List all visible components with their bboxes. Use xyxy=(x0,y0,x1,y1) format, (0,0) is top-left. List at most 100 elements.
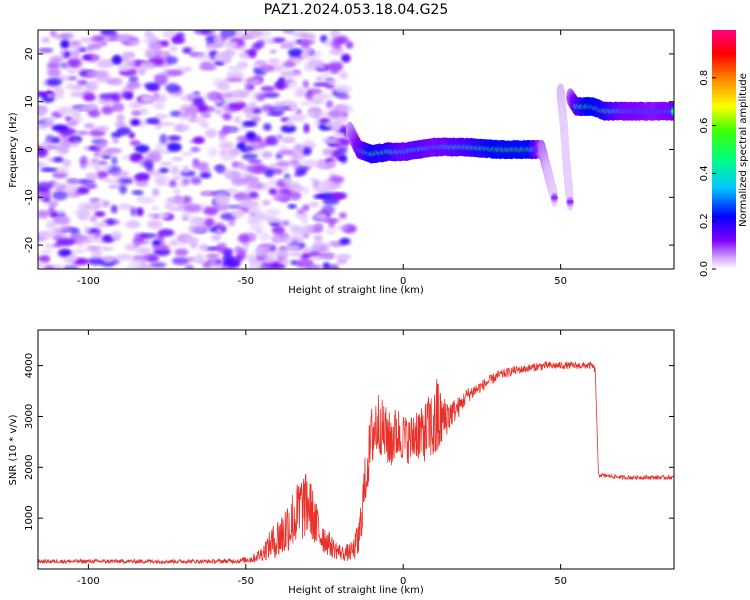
noise-blob xyxy=(69,91,88,98)
noise-blob xyxy=(41,37,51,43)
noise-blob xyxy=(251,141,261,148)
noise-blob xyxy=(325,228,337,235)
spectral-ridges xyxy=(345,83,674,211)
noise-blob xyxy=(149,150,161,157)
noise-blob xyxy=(56,238,75,247)
noise-blob xyxy=(228,219,236,227)
colorbar-tick-label: 0.8 xyxy=(699,70,710,86)
noise-blob xyxy=(133,240,141,247)
noise-blob xyxy=(345,41,354,49)
noise-blob xyxy=(151,205,160,211)
noise-blob xyxy=(143,253,158,262)
noise-blob xyxy=(125,265,144,269)
noise-blob xyxy=(205,253,220,260)
noise-blob xyxy=(199,172,212,179)
noise-blob xyxy=(97,98,116,104)
noise-blob xyxy=(302,80,309,89)
noise-blob xyxy=(249,215,259,224)
noise-blob xyxy=(116,113,125,124)
noise-blob xyxy=(335,37,347,45)
noise-blob xyxy=(222,112,232,121)
noise-blob xyxy=(45,220,57,230)
noise-blob xyxy=(111,156,118,166)
noise-blob xyxy=(213,35,222,43)
noise-blob xyxy=(294,86,307,94)
noise-blob xyxy=(272,225,285,235)
noise-blob xyxy=(59,249,72,256)
noise-blob xyxy=(53,33,69,40)
noise-blob xyxy=(127,101,139,109)
noise-blob xyxy=(98,93,117,100)
noise-blob xyxy=(233,116,241,124)
noise-blob xyxy=(222,258,241,267)
noise-blob xyxy=(266,111,283,117)
noise-blob xyxy=(69,187,75,197)
noise-blob xyxy=(297,151,304,162)
noise-blob xyxy=(338,94,351,100)
y-tick-label: 20 xyxy=(24,48,35,61)
noise-blob xyxy=(153,175,171,184)
noise-blob xyxy=(247,182,264,190)
noise-blob xyxy=(313,235,323,241)
noise-blob xyxy=(328,109,343,118)
noise-blob xyxy=(110,204,118,214)
noise-blob xyxy=(287,48,304,57)
noise-blob xyxy=(48,201,58,208)
noise-blob xyxy=(325,100,334,109)
noise-blob xyxy=(319,118,331,124)
noise-blob xyxy=(302,147,312,156)
noise-blob xyxy=(55,86,65,96)
noise-blob xyxy=(111,170,130,178)
noise-blob xyxy=(53,235,62,240)
noise-blob xyxy=(112,136,119,144)
noise-blob xyxy=(228,103,247,110)
noise-blob xyxy=(215,227,223,236)
noise-blob xyxy=(224,50,234,58)
noise-blob xyxy=(330,30,341,39)
noise-blob xyxy=(308,201,320,208)
noise-blob xyxy=(171,36,186,44)
noise-blob xyxy=(303,186,310,195)
noise-blob xyxy=(270,49,277,54)
noise-blob xyxy=(300,32,317,41)
noise-blob xyxy=(71,248,87,254)
noise-blob xyxy=(287,204,297,209)
noise-blob xyxy=(158,228,175,237)
noise-blob xyxy=(84,225,91,233)
noise-blob xyxy=(198,243,209,251)
noise-blob xyxy=(192,136,205,144)
noise-blob xyxy=(300,40,311,49)
noise-blob xyxy=(77,202,91,212)
noise-blob xyxy=(323,38,333,47)
spectrogram-y-label: Frequency (Hz) xyxy=(8,112,19,188)
noise-blob xyxy=(205,44,215,52)
noise-blob xyxy=(290,159,299,165)
noise-blob xyxy=(313,82,329,87)
noise-blob xyxy=(339,237,351,245)
noise-blob xyxy=(205,246,220,251)
noise-blob xyxy=(334,84,352,94)
noise-blob xyxy=(335,253,352,260)
noise-blob xyxy=(280,124,297,133)
noise-blob xyxy=(58,144,70,154)
noise-blob xyxy=(259,264,275,269)
noise-blob xyxy=(94,211,106,217)
noise-blob xyxy=(283,136,296,143)
noise-blob xyxy=(261,151,273,159)
x-tick-label: -100 xyxy=(77,576,100,587)
colorbar-tick-label: 0.4 xyxy=(699,165,710,181)
noise-blob xyxy=(93,148,101,158)
noise-blob xyxy=(47,145,61,150)
x-tick-label: -50 xyxy=(238,576,254,587)
noise-blob xyxy=(222,102,230,111)
noise-blob xyxy=(38,161,44,167)
noise-blob xyxy=(51,124,69,132)
noise-blob xyxy=(38,146,47,156)
colorbar-ticks: 0.0 0.2 0.4 0.6 0.8 xyxy=(699,70,716,277)
noise-blob xyxy=(60,39,70,49)
noise-blob xyxy=(172,188,182,194)
snr-series-line xyxy=(38,360,674,565)
noise-blob xyxy=(192,158,200,165)
noise-blob xyxy=(289,113,307,122)
noise-blob xyxy=(213,195,230,206)
